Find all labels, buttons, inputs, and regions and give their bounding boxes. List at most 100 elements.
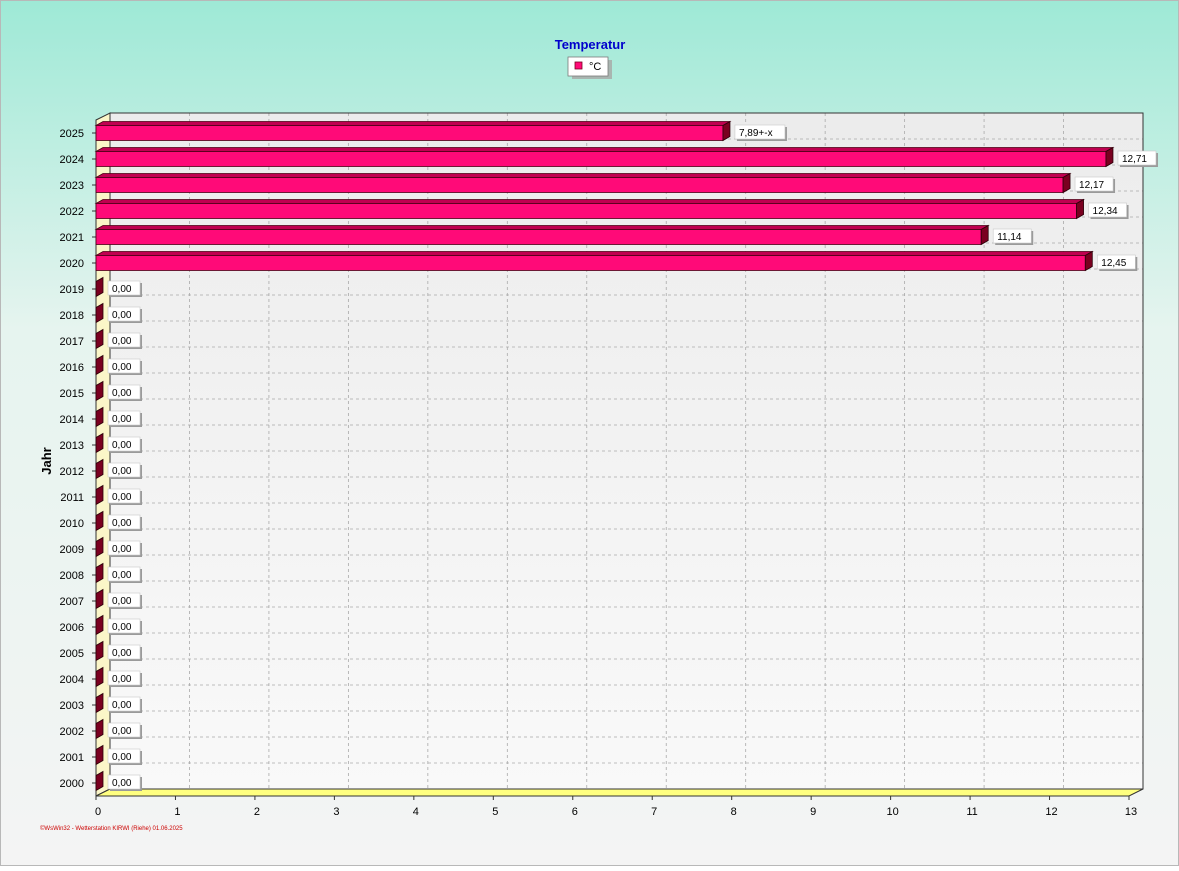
bar-side (1076, 198, 1084, 220)
bar-side (95, 458, 104, 480)
y-tick-label: 2006 (60, 622, 84, 634)
data-label-box (107, 280, 141, 296)
bar-2007: 0,00 (95, 588, 142, 610)
data-label: 7,89+-x (739, 128, 773, 139)
bar-front (95, 177, 1064, 193)
legend-label: °C (589, 61, 601, 73)
bar-2002: 0,00 (95, 718, 142, 740)
bar-2015: 0,00 (95, 380, 142, 402)
data-label: 0,00 (112, 596, 132, 607)
data-label: 0,00 (112, 674, 132, 685)
chart-title: Temperatur (555, 37, 626, 52)
data-label-box (107, 722, 141, 738)
data-label: 0,00 (112, 518, 132, 529)
bar-2012: 0,00 (95, 458, 142, 480)
bar-top (94, 173, 1072, 178)
y-tick-label: 2012 (60, 466, 84, 478)
bar-2000: 0,00 (95, 770, 142, 792)
data-label-box (107, 696, 141, 712)
bar-side (95, 744, 104, 766)
data-label: 0,00 (112, 544, 132, 555)
data-label-box (107, 592, 141, 608)
data-label: 0,00 (112, 622, 132, 633)
y-tick-label: 2005 (60, 648, 84, 660)
bar-2019: 0,00 (95, 276, 142, 298)
y-tick-label: 2015 (60, 388, 84, 400)
data-label-box (107, 748, 141, 764)
y-tick-label: 2008 (60, 570, 84, 582)
data-label-box (107, 436, 141, 452)
bar-side (95, 666, 104, 688)
bar-side (95, 510, 104, 532)
legend: °C (567, 56, 612, 79)
x-tick-label: 12 (1045, 806, 1057, 818)
bar-front (95, 151, 1107, 167)
bar-front (95, 255, 1086, 271)
bar-2020: 12,45 (94, 250, 1138, 272)
bar-2005: 0,00 (95, 640, 142, 662)
bar-side (95, 718, 104, 740)
x-tick-label: 10 (886, 806, 898, 818)
x-tick-label: 9 (810, 806, 816, 818)
bar-side (95, 432, 104, 454)
bar-2018: 0,00 (95, 302, 142, 324)
y-axis-title: Jahr (39, 447, 54, 474)
data-label: 0,00 (112, 362, 132, 373)
bar-side (95, 276, 104, 298)
x-tick-label: 11 (966, 806, 977, 818)
data-label-box (107, 566, 141, 582)
bar-2008: 0,00 (95, 562, 142, 584)
y-tick-label: 2018 (60, 310, 84, 322)
y-tick-label: 2011 (60, 492, 84, 504)
x-tick-label: 0 (95, 806, 101, 818)
data-label-box (107, 774, 141, 790)
y-tick-label: 2023 (60, 180, 84, 192)
data-label-box (107, 410, 141, 426)
bar-top (94, 121, 732, 126)
bar-side (95, 536, 104, 558)
y-tick-label: 2001 (60, 752, 84, 764)
data-label: 0,00 (112, 284, 132, 295)
y-tick-label: 2009 (60, 544, 84, 556)
data-label-box (1096, 254, 1136, 270)
y-tick-label: 2007 (60, 596, 84, 608)
data-label: 0,00 (112, 648, 132, 659)
data-label-box (107, 618, 141, 634)
data-label: 0,00 (112, 466, 132, 477)
bar-2011: 0,00 (95, 484, 142, 506)
bar-top (94, 251, 1094, 256)
bar-side (95, 484, 104, 506)
bar-side (980, 224, 989, 246)
y-tick-label: 2013 (60, 440, 84, 452)
bar-2013: 0,00 (95, 432, 142, 454)
data-label-box (107, 462, 141, 478)
bar-side (1084, 250, 1093, 272)
data-label-box (992, 228, 1032, 244)
floor (95, 788, 1144, 797)
data-label: 0,00 (112, 700, 132, 711)
data-label: 0,00 (112, 778, 132, 789)
data-label-box (1117, 150, 1157, 166)
bar-side (95, 640, 104, 662)
x-tick-label: 7 (651, 806, 657, 818)
data-label: 12,71 (1122, 154, 1147, 165)
bar-2014: 0,00 (95, 406, 142, 428)
bar-side (95, 354, 104, 376)
data-label-box (107, 306, 141, 322)
legend-box (567, 56, 609, 77)
data-label-box (107, 358, 141, 374)
data-label-box (107, 644, 141, 660)
x-tick-label: 13 (1125, 806, 1137, 818)
chart-footer: ©WsWin32 - Wetterstation KIRWI (Riehe) 0… (40, 825, 183, 832)
y-tick-label: 2016 (60, 362, 84, 374)
y-tick-label: 2021 (60, 232, 84, 244)
bar-side (1105, 146, 1114, 168)
bar-front (95, 125, 724, 141)
y-tick-label: 2014 (60, 414, 84, 426)
bar-front (95, 203, 1077, 219)
data-label-box (107, 514, 141, 530)
bar-2017: 0,00 (95, 328, 142, 350)
bar-side (95, 614, 104, 636)
